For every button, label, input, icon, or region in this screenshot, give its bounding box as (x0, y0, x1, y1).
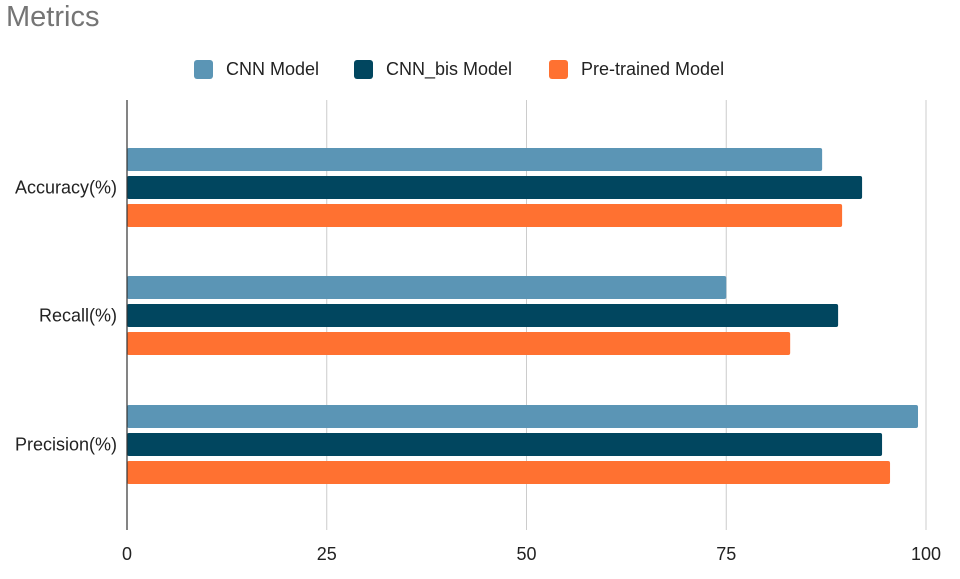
bar-2-0 (127, 405, 919, 428)
x-tick-label-50: 50 (516, 544, 536, 564)
x-tick-label-25: 25 (317, 544, 337, 564)
x-tick-label-100: 100 (911, 544, 941, 564)
bar-0-2 (127, 204, 843, 227)
legend-item-cnn-bis: CNN_bis Model (354, 55, 512, 83)
bar-1-2 (127, 332, 791, 355)
bar-1-1 (127, 304, 839, 327)
legend-swatch-pretrained (549, 59, 568, 79)
legend-item-cnn: CNN Model (194, 55, 319, 83)
legend-swatch-cnn (194, 59, 213, 79)
legend-item-pretrained: Pre-trained Model (549, 55, 724, 83)
legend: CNN Model CNN_bis Model Pre-trained Mode… (0, 55, 960, 83)
bar-0-1 (127, 176, 863, 199)
y-category-label-2: Precision(%) (15, 435, 117, 455)
legend-label-pretrained: Pre-trained Model (581, 58, 725, 79)
bar-1-0 (127, 276, 727, 299)
legend-swatch-cnn-bis (354, 59, 373, 79)
bar-2-1 (127, 433, 883, 456)
legend-label-cnn-bis: CNN_bis Model (386, 58, 513, 79)
bar-0-0 (127, 148, 823, 171)
bar-2-2 (127, 461, 891, 484)
chart-title: Metrics (6, 1, 100, 33)
legend-label-cnn: CNN Model (226, 58, 320, 79)
x-tick-label-0: 0 (122, 544, 132, 564)
x-tick-label-75: 75 (716, 544, 736, 564)
y-category-label-1: Recall(%) (39, 306, 117, 326)
y-category-label-0: Accuracy(%) (15, 178, 117, 198)
